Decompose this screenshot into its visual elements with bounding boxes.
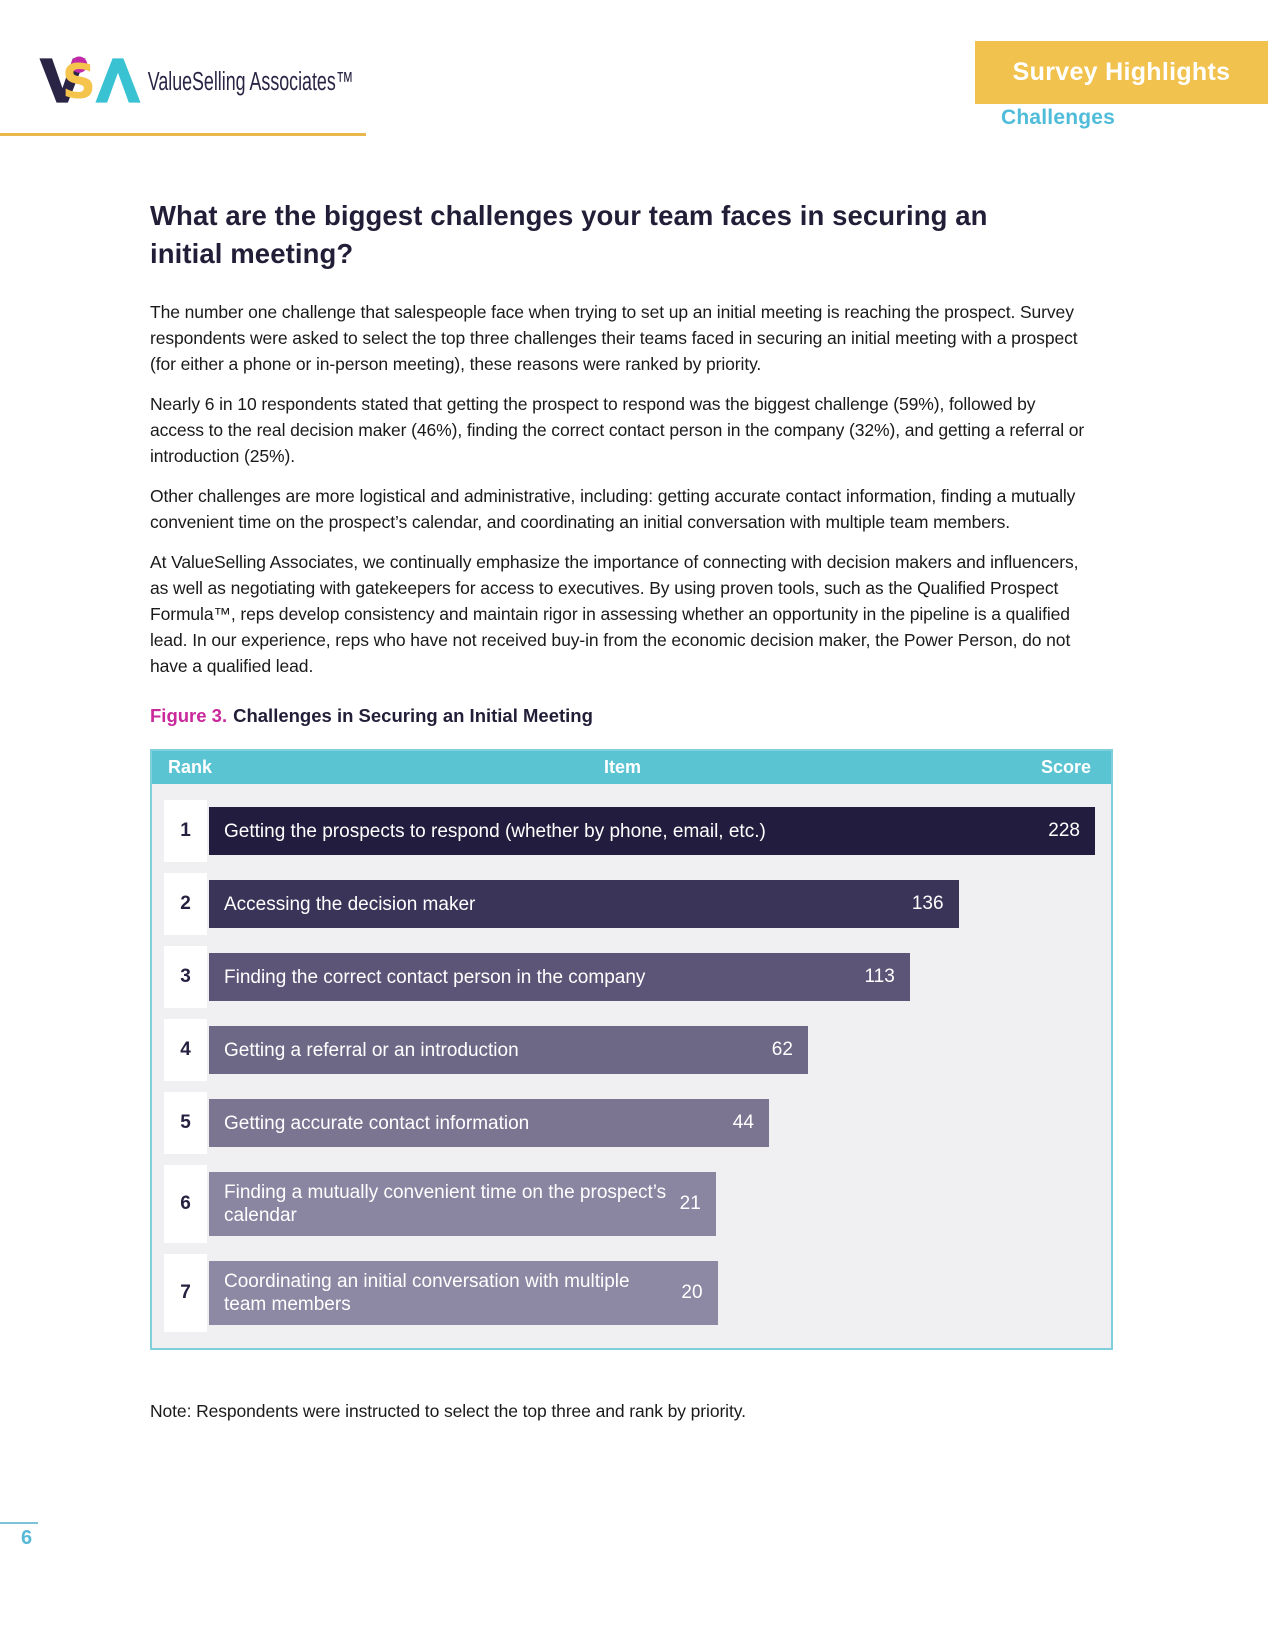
score-value: 44 [732,1112,754,1133]
rank-number: 7 [180,1282,191,1303]
item-label: Finding the correct contact person in th… [224,966,646,988]
paragraph: The number one challenge that salespeopl… [150,302,1078,374]
table-row: 7 Coordinating an initial conversation w… [164,1254,1095,1332]
article-content: What are the biggest challenges your tea… [150,197,1113,1438]
rank-cell: 6 [164,1165,207,1243]
rank-number: 6 [180,1193,191,1214]
table-row: 5 Getting accurate contact information 4… [164,1092,1095,1154]
score-bar: Finding the correct contact person in th… [209,953,910,1001]
footnote: Note: Respondents were instructed to sel… [150,1401,746,1421]
svg-text:S: S [62,55,96,108]
column-header-rank: Rank [168,757,213,777]
figure-number: Figure 3. [150,705,228,726]
score-bar: Accessing the decision maker 136 [209,880,959,928]
rank-cell: 3 [164,946,207,1008]
bar-track: Getting accurate contact information 44 [209,1092,1095,1154]
rank-number: 3 [180,966,191,987]
score-value: 113 [864,966,895,987]
figure-chart: Rank Item Score 1 Getting the prospects … [150,749,1113,1350]
bar-track: Coordinating an initial conversation wit… [209,1254,1095,1332]
score-value: 20 [681,1282,703,1303]
score-bar: Finding a mutually convenient time on th… [209,1172,716,1236]
rank-cell: 7 [164,1254,207,1332]
item-label: Coordinating an initial conversation wit… [224,1271,630,1315]
table-row: 2 Accessing the decision maker 136 [164,873,1095,935]
paragraph: At ValueSelling Associates, we continual… [150,552,1079,676]
vsa-logo-icon: S ValueSelling Associates™ [39,55,354,110]
page-number: 6 [21,1527,33,1549]
rank-cell: 5 [164,1092,207,1154]
score-bar: Getting accurate contact information 44 [209,1099,769,1147]
bar-track: Finding the correct contact person in th… [209,946,1095,1008]
score-value: 136 [911,893,944,914]
chart-body: 1 Getting the prospects to respond (whet… [152,784,1111,1348]
badge-label: Survey Highlights [1012,58,1231,86]
section-label: Challenges [1001,106,1116,129]
item-label: Getting accurate contact information [224,1112,530,1134]
score-value: 228 [1048,820,1080,841]
score-value: 62 [771,1039,793,1060]
bar-track: Getting a referral or an introduction 62 [209,1019,1095,1081]
column-header-item: Item [603,757,641,777]
bar-track: Accessing the decision maker 136 [209,873,1095,935]
table-row: 4 Getting a referral or an introduction … [164,1019,1095,1081]
table-row: 1 Getting the prospects to respond (whet… [164,800,1095,862]
brand-wordmark: ValueSelling Associates™ [148,66,354,96]
header-rule [0,133,366,136]
paragraph: Nearly 6 in 10 respondents stated that g… [150,394,1085,466]
bar-track: Getting the prospects to respond (whethe… [209,800,1095,862]
rank-cell: 4 [164,1019,207,1081]
score-bar: Getting the prospects to respond (whethe… [209,807,1095,855]
rank-number: 1 [180,820,191,841]
item-label: Getting a referral or an introduction [224,1039,519,1061]
figure-caption: Figure 3. Challenges in Securing an Initi… [150,705,1085,727]
rank-number: 4 [180,1039,191,1060]
chart-header-row: Rank Item Score [152,751,1111,784]
score-value: 21 [679,1193,701,1214]
rank-number: 2 [180,893,191,914]
footer-rule [0,1522,38,1524]
item-label: Finding a mutually convenient time on th… [224,1182,667,1226]
score-bar: Getting a referral or an introduction 62 [209,1026,808,1074]
rank-cell: 2 [164,873,207,935]
score-bar: Coordinating an initial conversation wit… [209,1261,718,1325]
rank-number: 5 [180,1112,191,1133]
rank-cell: 1 [164,800,207,862]
paragraph: Other challenges are more logistical and… [150,486,1076,532]
page-title: What are the biggest challenges your tea… [150,200,988,269]
figure-title: Challenges in Securing an Initial Meetin… [233,705,593,726]
item-label: Getting the prospects to respond (whethe… [224,820,766,842]
table-row: 3 Finding the correct contact person in … [164,946,1095,1008]
survey-highlights-badge: Survey Highlights [975,41,1268,104]
bar-track: Finding a mutually convenient time on th… [209,1165,1095,1243]
item-label: Accessing the decision maker [224,893,476,915]
column-header-score: Score [1040,757,1091,777]
table-row: 6 Finding a mutually convenient time on … [164,1165,1095,1243]
brand-logo: S ValueSelling Associates™ [34,52,359,113]
